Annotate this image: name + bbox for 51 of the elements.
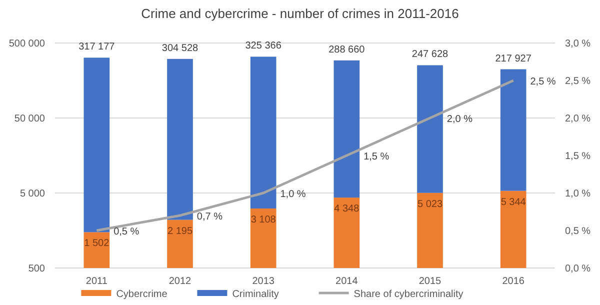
bar [167, 220, 193, 268]
data-label: 0,5 % [114, 226, 140, 238]
bar [417, 192, 443, 268]
y2-tick-label: 0,5 % [565, 226, 591, 237]
y2-tick-label: 2,0 % [565, 114, 591, 124]
bar [334, 198, 360, 268]
y2-tick-label: 2,5 % [565, 76, 591, 87]
data-label: 247 628 [412, 49, 449, 60]
bar [500, 190, 526, 268]
legend-label: Criminality [232, 289, 279, 300]
data-label: 4 348 [334, 204, 360, 215]
x-tick-label: 2011 [86, 276, 108, 287]
data-label: 1,5 % [364, 152, 390, 162]
x-tick-label: 2016 [502, 276, 525, 287]
bar [84, 232, 110, 268]
x-tick-label: 2014 [336, 276, 358, 287]
data-label: 317 177 [78, 42, 116, 53]
bar [167, 58, 193, 220]
x-tick-label: 2015 [418, 276, 442, 287]
y2-tick-label: 0,0 % [565, 264, 591, 274]
data-label: 2,0 % [446, 114, 473, 125]
data-label: 304 528 [162, 42, 199, 54]
data-label: 2,5 % [530, 76, 556, 88]
bar [417, 65, 443, 193]
bar [250, 56, 276, 208]
y2-tick-label: 3,0 % [565, 38, 591, 50]
y-tick-label: 50 000 [14, 114, 46, 124]
y2-tick-label: 1,0 % [565, 188, 591, 200]
data-label: 5 023 [417, 198, 443, 210]
y-tick-label: 5 000 [20, 188, 46, 200]
data-label: 3 108 [250, 214, 276, 226]
bar [500, 69, 526, 191]
bar [84, 58, 110, 232]
bar [250, 208, 276, 268]
y-tick-label: 500 000 [8, 38, 46, 50]
x-tick-label: 2012 [168, 276, 192, 287]
chart-title: Crime and cybercrime - number of crimes in 2011-2016 [141, 6, 459, 21]
data-label: 0,7 % [196, 212, 223, 222]
data-label: 325 366 [245, 40, 282, 52]
data-label: 5 344 [500, 196, 526, 208]
data-label: 217 927 [495, 53, 532, 64]
bar [334, 60, 360, 198]
data-label: 1 502 [84, 238, 110, 250]
data-label: 1,0 % [280, 189, 306, 200]
legend-label: Share of cybercriminality [354, 289, 464, 300]
legend-label: Cybercrime [116, 289, 168, 300]
y2-tick-label: 1,5 % [565, 151, 591, 162]
y-tick-label: 500 [28, 264, 46, 274]
data-label: 288 660 [328, 44, 366, 56]
x-tick-label: 2013 [252, 276, 275, 287]
data-label: 2 195 [167, 226, 193, 237]
